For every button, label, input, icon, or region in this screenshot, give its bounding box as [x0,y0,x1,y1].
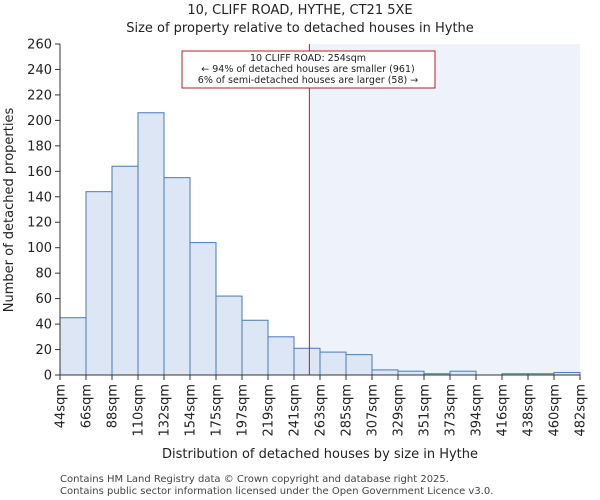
histogram-bar [397,370,425,376]
footer-line-1: Contains HM Land Registry data © Crown c… [60,474,449,485]
x-tick-label: 285sqm [340,384,355,437]
y-tick-label: 60 [35,292,52,307]
chart-title: 10, CLIFF ROAD, HYTHE, CT21 5XE [187,3,412,18]
y-axis-title: Number of detached properties [2,108,17,313]
y-tick-label: 260 [27,38,52,53]
histogram-bar [449,370,477,376]
y-tick-label: 40 [35,318,52,333]
annotation-line-1: 10 CLIFF ROAD: 254sqm [250,53,366,64]
x-tick-label: 154sqm [184,384,199,437]
histogram-bar [85,191,113,376]
x-tick-label: 416sqm [496,384,511,437]
x-tick-label: 88sqm [106,384,121,428]
x-tick-label: 241sqm [288,384,303,437]
histogram-bar [189,242,217,376]
bars-group [59,112,581,376]
x-tick-label: 307sqm [366,384,381,437]
histogram-bar [215,295,243,376]
histogram-bar [163,177,191,376]
x-tick-label: 351sqm [418,384,433,437]
y-tick-label: 180 [27,139,52,154]
y-tick-label: 20 [35,343,52,358]
chart-subtitle: Size of property relative to detached ho… [126,21,474,36]
x-tick-label: 482sqm [574,384,589,437]
footer-line-2: Contains public sector information licen… [60,486,493,497]
x-tick-label: 460sqm [548,384,563,437]
x-tick-label: 394sqm [470,384,485,437]
histogram-bar [293,347,321,376]
y-axis: 0 20 40 60 80 100 120 140 160 180 200 220 240 260 [27,38,61,384]
histogram-bar [371,369,399,376]
x-tick-label: 263sqm [314,384,329,437]
x-tick-label: 219sqm [262,384,277,437]
annotation-line-3: 6% of semi-detached houses are larger (5… [198,75,418,86]
y-tick-label: 140 [27,190,52,205]
x-tick-label: 44sqm [54,384,69,428]
histogram-bar [345,354,373,376]
x-tick-label: 66sqm [80,384,95,428]
annotation-line-2: ← 94% of detached houses are smaller (96… [201,64,414,75]
histogram-bar [267,336,295,376]
histogram-bar [111,165,139,376]
annotation-box: 10 CLIFF ROAD: 254sqm ← 94% of detached … [181,50,436,89]
x-tick-label: 197sqm [236,384,251,437]
histogram-bar [137,112,165,376]
y-tick-label: 80 [35,267,52,282]
histogram-bar [319,351,347,376]
histogram-bar [241,319,269,376]
x-axis: 44sqm 66sqm 88sqm 110sqm 132sqm 154sqm 175sqm 1… [54,374,589,437]
y-tick-label: 240 [27,63,52,78]
x-axis-title: Distribution of detached houses by size … [162,447,478,462]
y-tick-label: 200 [27,114,52,129]
highlight-region [309,44,580,375]
y-tick-label: 100 [27,241,52,256]
y-tick-label: 160 [27,165,52,180]
y-tick-label: 0 [44,369,52,384]
y-tick-label: 220 [27,88,52,103]
x-tick-label: 175sqm [210,384,225,437]
x-tick-label: 132sqm [158,384,173,437]
histogram-bar [59,317,87,376]
x-tick-label: 110sqm [132,384,147,437]
x-tick-label: 329sqm [392,384,407,437]
x-tick-label: 438sqm [522,384,537,437]
y-tick-label: 120 [27,216,52,231]
x-tick-label: 373sqm [444,384,459,437]
